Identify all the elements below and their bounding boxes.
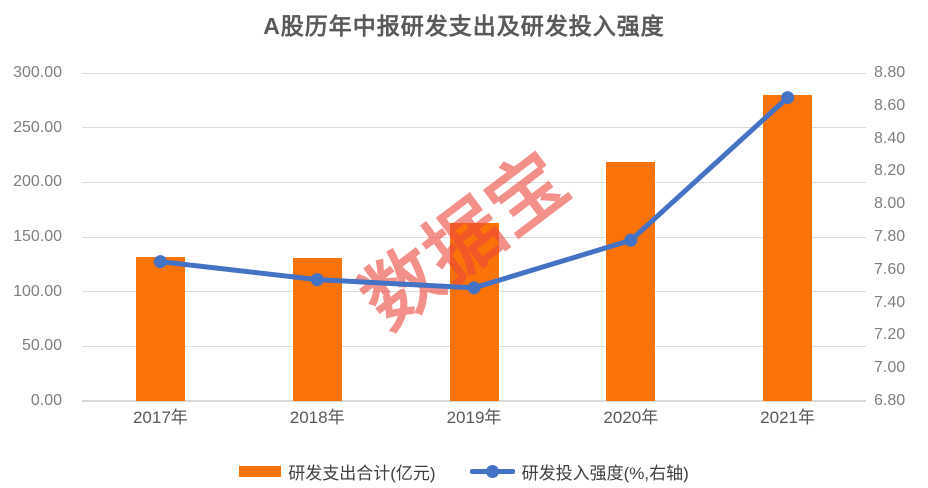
x-axis-category-label: 2021年 [760,408,815,427]
legend-item-line-series: 研发投入强度(%,右轴) [469,459,689,484]
bar-2017年 [135,257,185,401]
left-axis-tick-label: 200.00 [13,173,62,191]
left-axis-tick-label: 50.00 [21,337,62,355]
gridline [82,72,866,74]
right-axis-tick-label: 8.20 [874,162,906,180]
line-legend-swatch [469,465,515,478]
left-axis-tick-label: 250.00 [13,118,62,136]
right-axis-tick-label: 7.60 [874,260,906,278]
left-axis-tick-label: 0.00 [30,392,62,409]
line-marker-dot-icon [485,465,499,478]
left-axis-tick-label: 150.00 [13,228,62,245]
right-axis-tick-label: 7.00 [874,359,906,377]
right-axis-tick-label: 7.40 [874,293,906,311]
right-axis-tick-label: 8.80 [874,64,906,81]
x-axis-line [82,400,866,402]
x-axis-category-label: 2019年 [446,408,502,427]
x-axis-category-label: 2020年 [603,408,659,427]
line-legend-label: 研发投入强度(%,右轴) [521,464,689,483]
legend: 研发支出合计(亿元) 研发投入强度(%,右轴) [0,459,928,484]
bar-2018年 [292,258,342,401]
left-axis-tick-label: 300.00 [13,64,62,81]
right-axis-tick-label: 8.60 [874,96,906,114]
right-axis-tick-label: 6.80 [874,392,906,409]
right-axis-tick-label: 7.80 [874,228,906,245]
left-axis-tick-label: 100.00 [13,282,62,300]
gridline [82,181,866,183]
bar-2021年 [763,95,813,401]
right-axis-tick-label: 8.00 [874,195,906,213]
right-axis-tick-label: 7.20 [874,326,906,344]
bar-legend-label: 研发支出合计(亿元) [288,464,436,483]
gridline [82,127,866,129]
right-axis-tick-label: 8.40 [874,129,906,147]
bar-2019年 [449,223,499,401]
x-axis-category-label: 2018年 [289,408,345,427]
bar-2020年 [606,162,656,401]
legend-item-bar-series: 研发支出合计(亿元) [239,459,436,484]
x-axis-category-label: 2017年 [132,408,188,427]
bar-legend-swatch [239,466,282,477]
chart-title: A股历年中报研发支出及研发投入强度 [263,13,665,39]
